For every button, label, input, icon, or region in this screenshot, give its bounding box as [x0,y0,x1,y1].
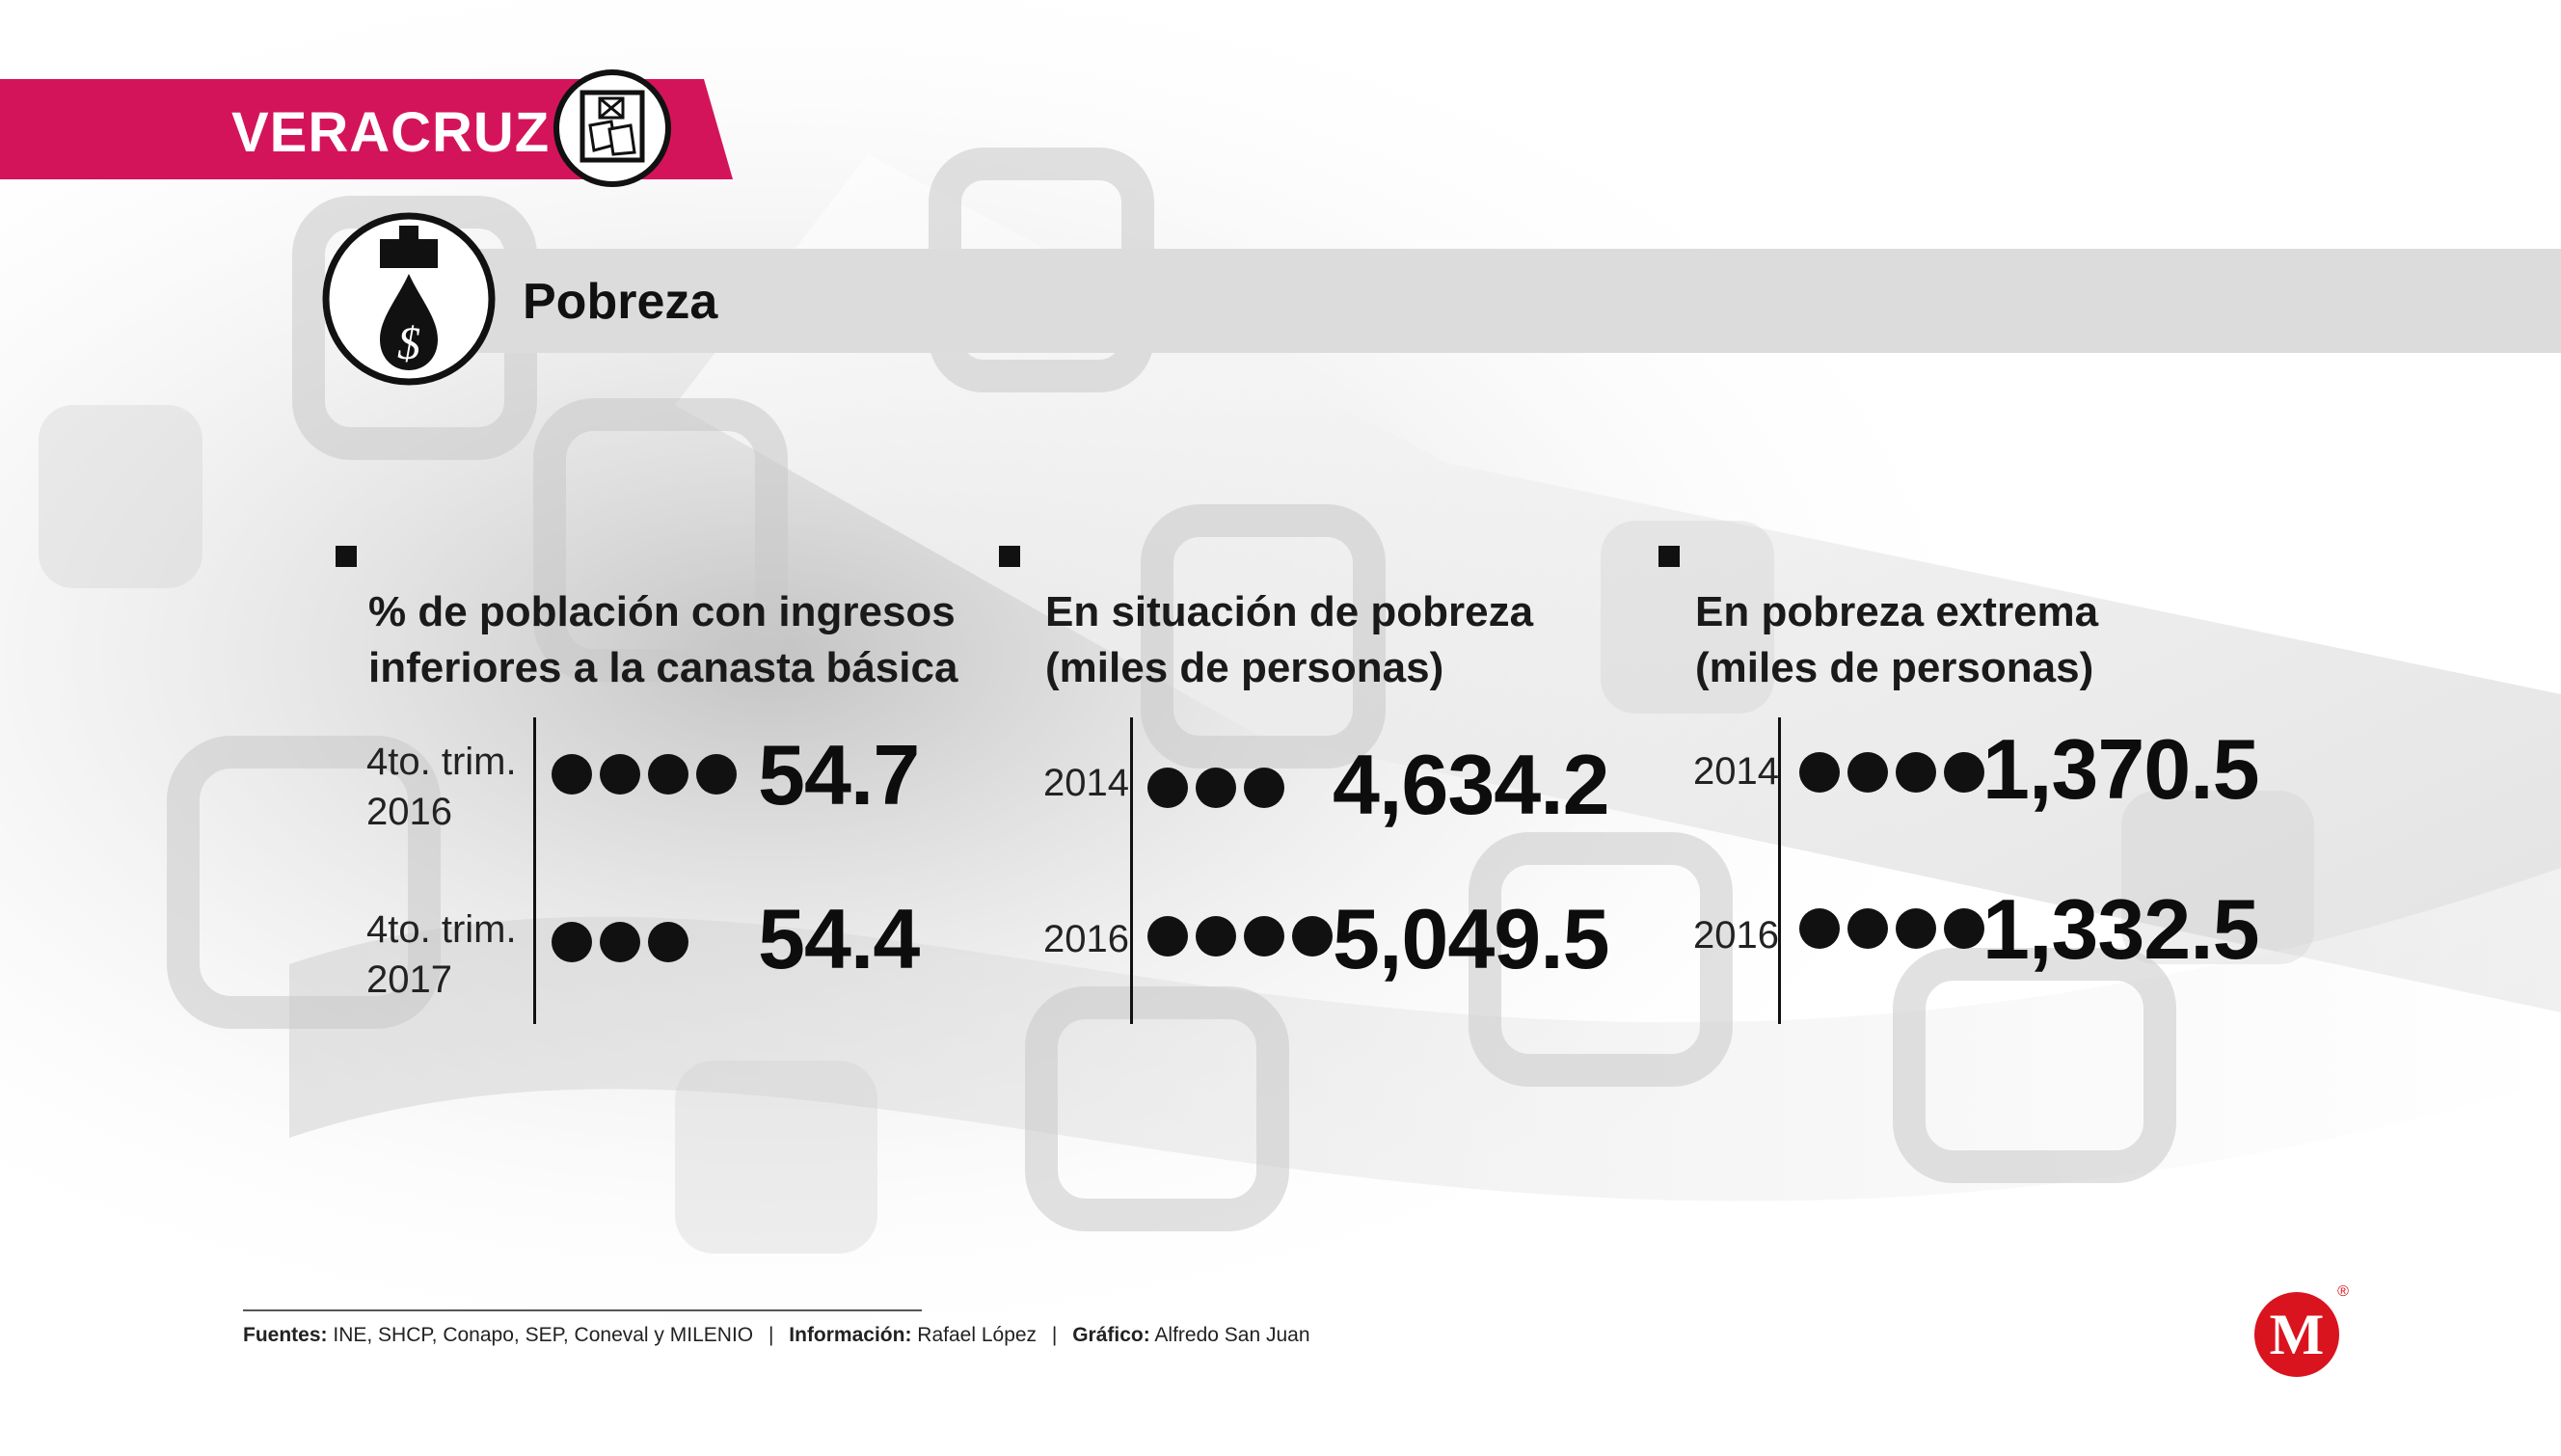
dot-mark [1847,752,1888,793]
data-value: 1,370.5 [1982,721,2260,817]
dot-mark [552,922,592,962]
dot-indicator [1147,916,1333,957]
data-value: 4,634.2 [1333,737,1610,832]
data-value: 5,049.5 [1333,891,1610,986]
page-title: Pobreza [523,274,718,330]
dot-mark [1944,908,1984,949]
panel-heading-text: En situación de pobreza (miles de person… [1045,588,1534,691]
dot-indicator [552,754,737,795]
info-text: Rafael López [917,1324,1038,1346]
info-label: Información: [789,1324,912,1346]
bullet-square [336,546,357,567]
panel-heading: % de población con ingresos inferiores a… [336,528,957,696]
logo-letter: M [2270,1303,2325,1366]
data-value: 54.4 [758,891,920,986]
panel-heading: En situación de pobreza (miles de person… [999,528,1533,696]
dot-mark [600,754,640,795]
dot-mark [1196,916,1236,957]
state-name: VERACRUZ [231,101,551,164]
panel-heading: En pobreza extrema (miles de personas) [1658,528,2098,696]
dot-mark [1896,908,1936,949]
dot-indicator [1799,908,1984,949]
dot-indicator [1147,768,1284,808]
dot-indicator [552,922,688,962]
panel-extreme-poverty: En pobreza extrema (miles de personas) [1658,528,2098,696]
dot-mark [1292,916,1333,957]
divider-line [1778,717,1781,1024]
dot-mark [648,754,688,795]
bullet-square [1658,546,1680,567]
sources-label: Fuentes: [243,1324,328,1346]
divider-line [533,717,536,1024]
panel-population-income: % de población con ingresos inferiores a… [336,528,957,696]
dot-mark [1244,768,1284,808]
bullet-square [999,546,1020,567]
row-label: 4to. trim. 2017 [366,908,517,1001]
dot-mark [1896,752,1936,793]
separator: | [1051,1324,1058,1346]
dot-mark [1799,908,1840,949]
dot-mark [600,922,640,962]
dot-mark [1147,916,1188,957]
separator: | [768,1324,774,1346]
panel-heading-text: % de población con ingresos inferiores a… [368,588,958,691]
panel-poverty: En situación de pobreza (miles de person… [999,528,1533,696]
dot-mark [1147,768,1188,808]
registered-mark: ® [2337,1283,2349,1300]
panel-heading-text: En pobreza extrema (miles de personas) [1695,588,2099,691]
dot-mark [552,754,592,795]
topic-bar [453,249,2561,353]
dot-mark [648,922,688,962]
row-label: 2016 [1043,918,1129,960]
dot-mark [1847,908,1888,949]
row-label: 4to. trim. 2016 [366,741,517,833]
svg-text:$: $ [397,318,420,369]
credits: Fuentes: INE, SHCP, Conapo, SEP, Coneval… [243,1324,1310,1347]
dot-mark [1799,752,1840,793]
dot-mark [1944,752,1984,793]
dot-indicator [1799,752,1984,793]
dot-mark [1244,916,1284,957]
sources-text: INE, SHCP, Conapo, SEP, Coneval y MILENI… [333,1324,754,1346]
row-label: 2014 [1693,750,1779,793]
oil-drop-dollar-icon: $ [322,212,496,386]
footer-divider [243,1309,922,1311]
graphic-label: Gráfico: [1072,1324,1150,1346]
graphic-text: Alfredo San Juan [1154,1324,1310,1346]
divider-line [1130,717,1133,1024]
dot-mark [1196,768,1236,808]
dot-mark [696,754,737,795]
row-label: 2014 [1043,762,1129,804]
data-value: 54.7 [758,727,920,822]
row-label: 2016 [1693,914,1779,957]
data-value: 1,332.5 [1982,881,2260,977]
milenio-logo: M ® [2254,1283,2349,1377]
state-emblem-icon [553,69,671,187]
